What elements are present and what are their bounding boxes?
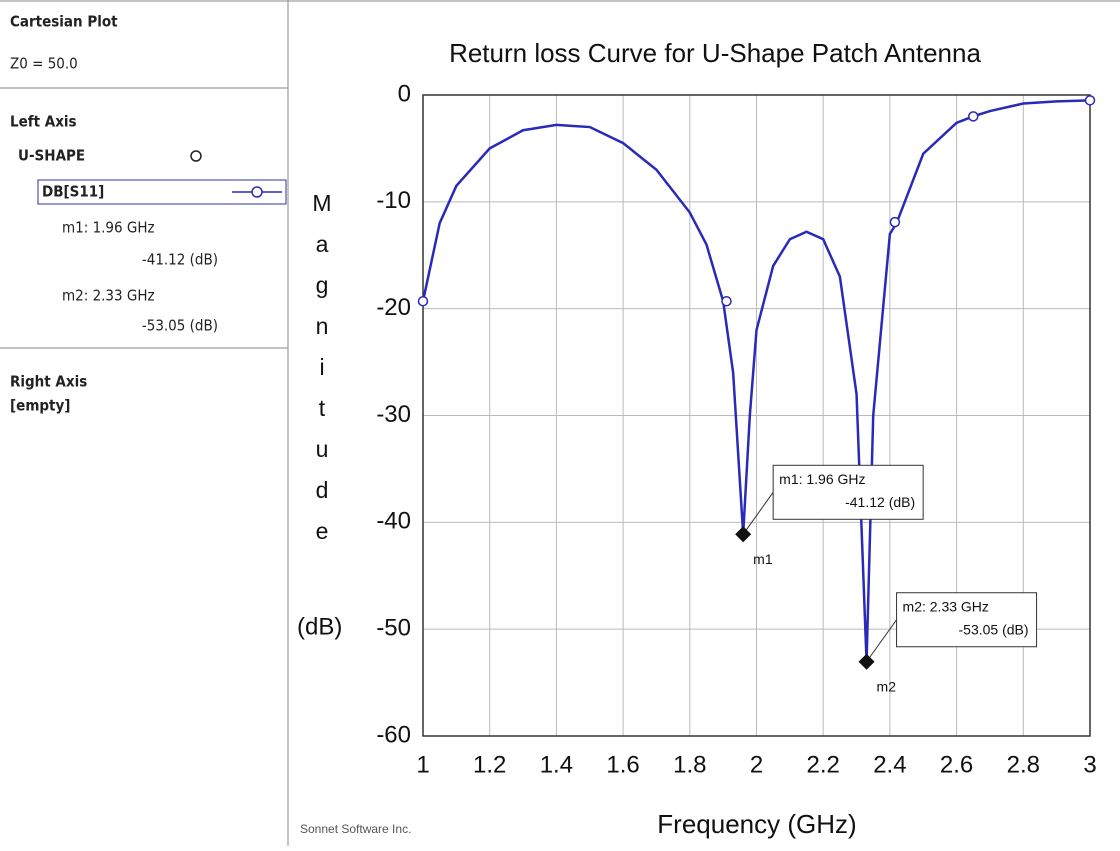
- x-axis-label: Frequency (GHz): [657, 809, 856, 839]
- marker-value: -41.12 (dB): [845, 494, 915, 510]
- y-tick-label: -60: [376, 721, 411, 748]
- z0: Z0 = 50.0: [10, 55, 78, 73]
- right-axis-heading: Right Axis: [10, 373, 87, 391]
- trace-symbol: [889, 216, 901, 228]
- left-axis-heading: Left Axis: [10, 113, 77, 131]
- y-tick-label: -50: [376, 615, 411, 642]
- trace-symbol: [721, 295, 732, 307]
- y-tick-label: -30: [376, 401, 411, 428]
- plot-frame: [422, 94, 1091, 737]
- y-tick-label: -10: [376, 187, 411, 214]
- trace-symbol: [251, 186, 263, 198]
- chart-title: Return loss Curve for U-Shape Patch Ante…: [449, 38, 981, 68]
- y-tick-label: 0: [398, 80, 411, 107]
- x-tick-label: 2.4: [873, 751, 906, 778]
- marker-box: [772, 464, 924, 520]
- x-tick-label: 1.2: [473, 751, 506, 778]
- marker-point: [735, 526, 752, 543]
- marker-label: m1: 1.96 GHz: [779, 471, 865, 487]
- project-symbol: [190, 150, 202, 162]
- x-tick-label: 2: [750, 751, 763, 778]
- trace-symbol: [417, 295, 429, 307]
- x-tick-label: 1.8: [673, 751, 706, 778]
- x-tick-label: 1.6: [606, 751, 639, 778]
- y-tick-label: -40: [376, 508, 411, 535]
- marker-label: m2: 2.33 GHz: [903, 598, 989, 614]
- panel-marker-value: -53.05 (dB): [142, 317, 218, 335]
- right-axis-content: [empty]: [10, 397, 70, 415]
- trace-symbol: [1084, 95, 1096, 106]
- marker-leader: [742, 492, 774, 535]
- marker-leader: [866, 619, 897, 663]
- y-axis-label: Magnitude: [309, 190, 335, 559]
- panel-marker-label: m2: 2.33 GHz: [62, 287, 155, 305]
- y-tick-label: -20: [376, 294, 411, 321]
- y-axis-unit: (dB): [297, 613, 342, 640]
- panel-marker-value: -41.12 (dB): [142, 251, 218, 269]
- trace-symbol: [968, 111, 979, 122]
- x-tick-label: 2.8: [1007, 751, 1040, 778]
- marker-name: m1: [753, 551, 773, 567]
- panel-marker-label: m1: 1.96 GHz: [62, 219, 155, 237]
- footer: Sonnet Software Inc.: [300, 822, 411, 836]
- marker-point: [858, 653, 875, 670]
- data-line: [421, 99, 1091, 662]
- project-name: U-SHAPE: [18, 147, 85, 165]
- x-tick-label: 2.2: [807, 751, 840, 778]
- trace-name: DB[S11]: [42, 183, 104, 201]
- x-tick-label: 3: [1083, 751, 1096, 778]
- x-tick-label: 1: [416, 751, 429, 778]
- panel-heading: Cartesian Plot: [10, 13, 118, 31]
- marker-name: m2: [877, 678, 897, 694]
- marker-value: -53.05 (dB): [959, 621, 1029, 637]
- x-tick-label: 1.4: [540, 751, 573, 778]
- x-tick-label: 2.6: [940, 751, 973, 778]
- marker-box: [896, 592, 1038, 648]
